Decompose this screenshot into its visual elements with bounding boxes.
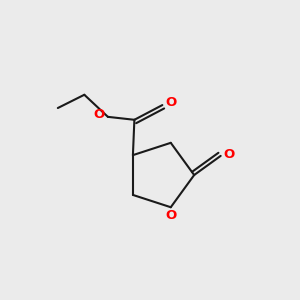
Text: O: O: [166, 96, 177, 109]
Text: O: O: [224, 148, 235, 161]
Text: O: O: [93, 108, 105, 121]
Text: O: O: [165, 209, 176, 222]
